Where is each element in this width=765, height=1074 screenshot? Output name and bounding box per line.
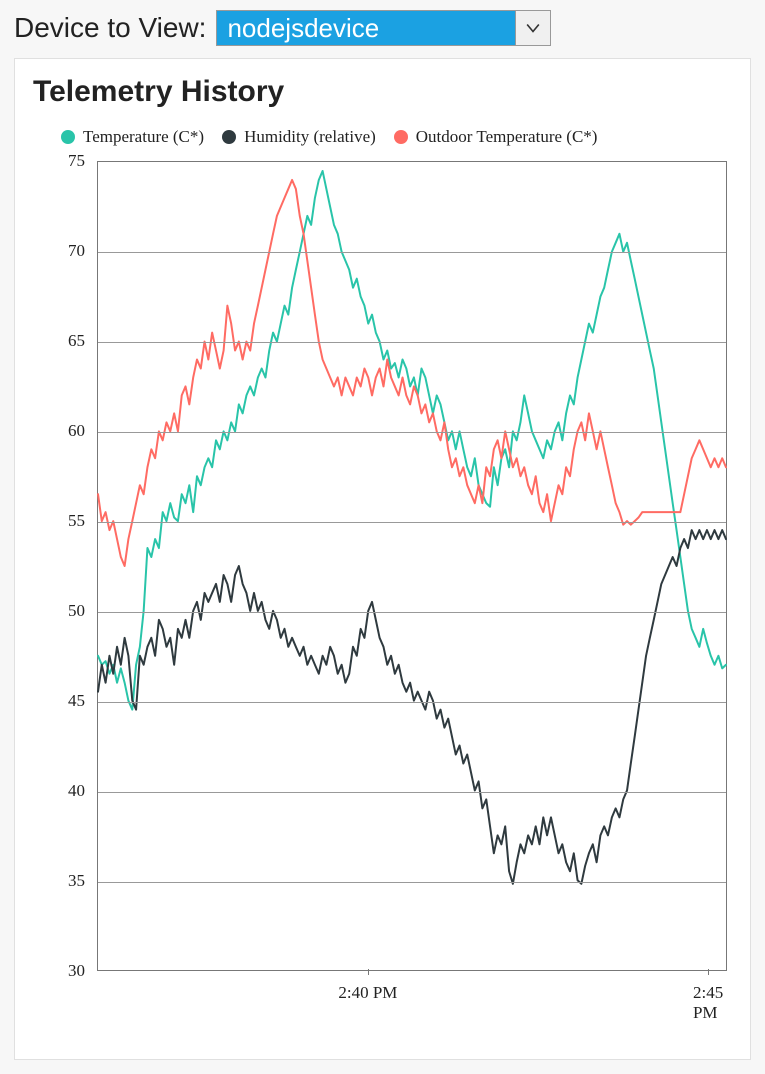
- grid-line: [98, 702, 726, 703]
- x-axis: 2:40 PM2:45 PM: [97, 975, 727, 1011]
- device-select-dropdown-button[interactable]: [515, 10, 551, 46]
- legend-label: Outdoor Temperature (C*): [416, 127, 598, 147]
- legend-item[interactable]: Humidity (relative): [222, 127, 376, 147]
- y-tick-label: 30: [68, 961, 85, 981]
- y-tick-label: 60: [68, 421, 85, 441]
- y-tick-label: 40: [68, 781, 85, 801]
- legend-label: Temperature (C*): [83, 127, 204, 147]
- telemetry-panel: Telemetry History Temperature (C*) Humidi…: [14, 58, 751, 1060]
- device-select[interactable]: nodejsdevice: [216, 10, 551, 46]
- plot-area: [97, 161, 727, 971]
- grid-line: [98, 252, 726, 253]
- legend-dot-icon: [61, 130, 75, 144]
- device-label: Device to View:: [14, 12, 206, 44]
- y-axis: 30354045505560657075: [37, 161, 93, 971]
- y-tick-label: 45: [68, 691, 85, 711]
- x-tick-mark: [708, 969, 709, 975]
- grid-line: [98, 612, 726, 613]
- grid-line: [98, 882, 726, 883]
- legend-dot-icon: [222, 130, 236, 144]
- y-tick-label: 65: [68, 331, 85, 351]
- y-tick-label: 35: [68, 871, 85, 891]
- grid-line: [98, 522, 726, 523]
- grid-line: [98, 432, 726, 433]
- x-tick-mark: [368, 969, 369, 975]
- header-bar: Device to View: nodejsdevice: [0, 0, 765, 54]
- y-tick-label: 70: [68, 241, 85, 261]
- panel-title: Telemetry History: [33, 75, 732, 109]
- legend-dot-icon: [394, 130, 408, 144]
- x-tick-label: 2:40 PM: [338, 983, 397, 1003]
- y-tick-label: 75: [68, 151, 85, 171]
- line-chart: 30354045505560657075 2:40 PM2:45 PM: [37, 161, 727, 1011]
- grid-line: [98, 792, 726, 793]
- y-tick-label: 55: [68, 511, 85, 531]
- series-line: [98, 530, 726, 884]
- legend-item[interactable]: Temperature (C*): [61, 127, 204, 147]
- chevron-down-icon: [526, 21, 540, 35]
- chart-legend: Temperature (C*) Humidity (relative) Outdo…: [61, 127, 732, 147]
- x-tick-label: 2:45 PM: [693, 983, 723, 1023]
- legend-label: Humidity (relative): [244, 127, 376, 147]
- grid-line: [98, 342, 726, 343]
- device-select-value[interactable]: nodejsdevice: [216, 10, 515, 46]
- y-tick-label: 50: [68, 601, 85, 621]
- legend-item[interactable]: Outdoor Temperature (C*): [394, 127, 598, 147]
